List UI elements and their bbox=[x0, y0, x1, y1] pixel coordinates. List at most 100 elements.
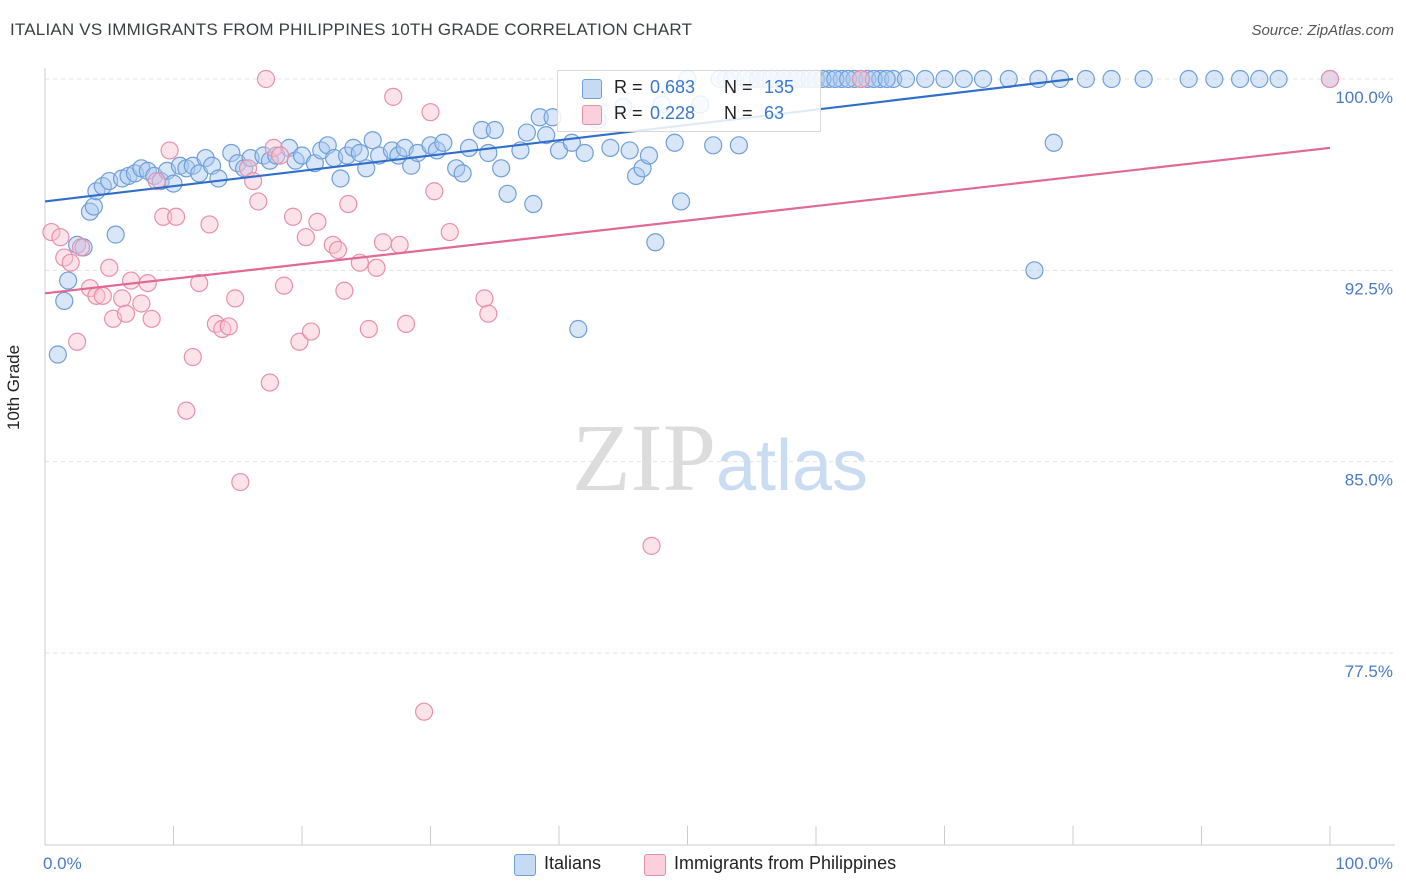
philippines-point bbox=[132, 294, 151, 313]
philippines-point bbox=[190, 273, 209, 293]
philippines-point bbox=[425, 182, 444, 201]
philippines-point bbox=[249, 192, 268, 211]
italians-point bbox=[864, 69, 883, 89]
axes bbox=[44, 68, 1395, 846]
italians-point bbox=[84, 197, 103, 216]
philippines-point bbox=[479, 304, 498, 323]
philippines-point bbox=[642, 536, 661, 555]
y-tick-label: 77.5% bbox=[1345, 662, 1393, 681]
italians-point bbox=[916, 69, 935, 89]
legend-r-value: 0.228 bbox=[650, 103, 696, 123]
italians-point bbox=[1134, 69, 1153, 89]
stats-legend: R = 0.683 N = 135 R = 0.228 N = 63 bbox=[557, 70, 821, 132]
italians-point bbox=[459, 138, 479, 157]
watermark-zip: ZIP bbox=[572, 404, 716, 511]
italians-point bbox=[729, 136, 749, 155]
philippines-point bbox=[154, 207, 173, 226]
philippines-point bbox=[323, 235, 342, 254]
philippines-point bbox=[301, 322, 321, 341]
philippines-point bbox=[260, 373, 279, 392]
philippines-point bbox=[335, 281, 354, 300]
italians-point bbox=[954, 69, 973, 89]
philippines-point bbox=[219, 317, 238, 336]
italians-point bbox=[363, 131, 382, 150]
watermark: ZIPatlas bbox=[572, 404, 868, 511]
italians-point bbox=[826, 69, 845, 89]
philippines-point bbox=[396, 314, 416, 334]
y-tick-label: 100.0% bbox=[1335, 88, 1393, 107]
legend-label-italians: Italians bbox=[544, 853, 602, 873]
philippines-point bbox=[421, 103, 440, 122]
legend-swatch-italians bbox=[582, 79, 602, 99]
philippines-point bbox=[271, 146, 290, 165]
italians-point bbox=[492, 159, 511, 178]
italians-point bbox=[106, 225, 125, 244]
italians-point bbox=[601, 138, 620, 157]
philippines-point bbox=[142, 309, 161, 328]
legend-n-label: N = bbox=[724, 77, 753, 97]
philippines-point bbox=[414, 702, 434, 721]
italians-point bbox=[517, 123, 536, 142]
italians-point bbox=[1076, 69, 1095, 89]
philippines-point bbox=[147, 171, 166, 191]
series-legend: Italians Immigrants from Philippines bbox=[0, 852, 1406, 878]
italians-point bbox=[434, 133, 453, 152]
legend-n-value: 63 bbox=[764, 103, 785, 123]
italians-point bbox=[973, 69, 993, 89]
italians-point bbox=[845, 69, 864, 89]
philippines-point bbox=[390, 235, 409, 254]
italians-point bbox=[575, 143, 594, 163]
italians-point bbox=[1102, 69, 1121, 89]
legend-n-label: N = bbox=[724, 103, 753, 123]
philippines-point bbox=[367, 258, 386, 277]
philippines-point bbox=[100, 258, 119, 277]
philippines-point bbox=[160, 141, 179, 160]
italians-point bbox=[665, 133, 684, 152]
italians-point bbox=[671, 192, 691, 211]
philippines-point bbox=[440, 222, 459, 242]
italians-point bbox=[222, 143, 241, 163]
philippines-point bbox=[112, 289, 132, 308]
italians-point bbox=[871, 69, 890, 89]
philippines-point bbox=[290, 332, 309, 351]
philippines-point bbox=[328, 240, 348, 260]
italians-point bbox=[48, 345, 67, 364]
italians-point bbox=[498, 184, 517, 203]
italians-point bbox=[646, 233, 665, 252]
italians-point bbox=[620, 141, 639, 160]
philippines-point bbox=[93, 286, 112, 305]
philippines-point bbox=[308, 212, 327, 231]
philippines-point bbox=[475, 289, 494, 308]
italians-point bbox=[569, 319, 588, 339]
series-philippines-points bbox=[42, 69, 1340, 721]
italians-point bbox=[832, 69, 851, 89]
italians-point bbox=[1179, 69, 1198, 89]
italians-point bbox=[164, 174, 183, 193]
philippines-point bbox=[231, 472, 250, 492]
italians-point bbox=[537, 126, 556, 145]
italians-point bbox=[1250, 69, 1269, 89]
philippines-point bbox=[71, 238, 91, 257]
italians-point bbox=[1269, 69, 1288, 89]
italians-point bbox=[1025, 261, 1044, 280]
x-tick-label: 0.0% bbox=[43, 854, 82, 873]
trend-lines bbox=[44, 77, 1331, 295]
philippines-point bbox=[339, 194, 358, 214]
philippines-point bbox=[274, 276, 294, 295]
philippines-point bbox=[226, 289, 245, 308]
legend-r-label: R = bbox=[614, 103, 643, 123]
watermark-atlas: atlas bbox=[716, 426, 868, 506]
legend-swatch-philippines bbox=[582, 105, 602, 125]
philippines-point bbox=[183, 347, 202, 367]
source-label: Source: ZipAtlas.com bbox=[1251, 22, 1394, 39]
philippines-point bbox=[359, 319, 378, 339]
italians-point bbox=[453, 164, 472, 183]
legend-r-value: 0.683 bbox=[650, 77, 696, 97]
philippines-point bbox=[121, 271, 141, 290]
philippines-point bbox=[200, 215, 219, 234]
legend-swatch-philippines bbox=[644, 854, 666, 876]
italians-point bbox=[896, 69, 916, 89]
italians-point bbox=[55, 291, 74, 311]
y-tick-label: 92.5% bbox=[1345, 279, 1393, 298]
